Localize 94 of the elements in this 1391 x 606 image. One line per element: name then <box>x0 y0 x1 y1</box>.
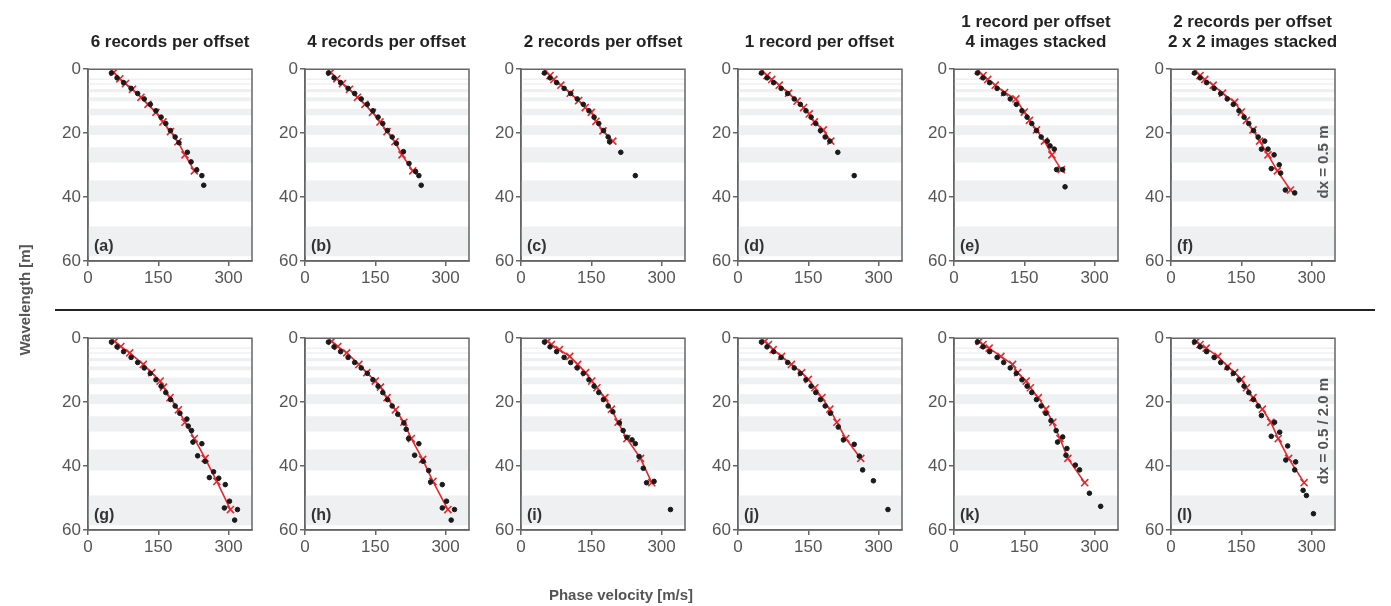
y-tick-label: 40 <box>711 455 731 475</box>
annotation: (i) <box>527 506 543 523</box>
y-tick-label: 0 <box>288 327 298 347</box>
y-tick-label: 40 <box>278 455 298 475</box>
y-tick-label: 0 <box>721 327 731 347</box>
y-tick-label: 60 <box>278 519 298 539</box>
y-tick-label: 0 <box>288 58 298 78</box>
y-tick-label: 20 <box>495 391 514 411</box>
chart-title: 1 record per offset <box>743 31 896 52</box>
y-tick-label: 60 <box>495 519 514 539</box>
y-tick-label: 60 <box>62 250 81 270</box>
annotation: (f) <box>1176 237 1193 254</box>
y-tick-label: 60 <box>495 250 514 270</box>
y-tick-label: 60 <box>62 519 81 539</box>
x-tick-label: 300 <box>430 267 460 287</box>
y-tick-label: 40 <box>928 455 947 475</box>
y-tick-label: 20 <box>928 391 947 411</box>
y-tick-label: 20 <box>62 122 81 142</box>
y-tick-label: 0 <box>1154 327 1164 347</box>
y-tick-label: 0 <box>937 327 947 347</box>
y-tick-label: 20 <box>1144 122 1164 142</box>
y-tick-label: 20 <box>1144 391 1164 411</box>
x-tick-label: 150 <box>793 267 822 287</box>
x-tick-label: 300 <box>1080 536 1109 556</box>
x-tick-label: 150 <box>144 267 173 287</box>
x-tick-label: 150 <box>793 536 822 556</box>
annotation: (d) <box>743 237 764 254</box>
chart-title: 2 records per offset 2 x 2 images stacked <box>1166 11 1339 52</box>
y-tick-label: 40 <box>1144 186 1164 206</box>
x-tick-label: 300 <box>214 267 243 287</box>
x-tick-label: 150 <box>1226 536 1255 556</box>
y-tick-label: 60 <box>1144 519 1164 539</box>
annotation: (e) <box>960 237 980 254</box>
y-tick-label: 20 <box>62 391 81 411</box>
annotation: (j) <box>743 506 759 523</box>
y-tick-label: 0 <box>721 58 731 78</box>
y-tick-label: 0 <box>504 327 514 347</box>
x-tick-label: 150 <box>577 536 606 556</box>
y-tick-label: 60 <box>711 519 731 539</box>
annotation: (c) <box>527 237 547 254</box>
y-tick-label: 60 <box>278 250 298 270</box>
annotation: (b) <box>310 237 331 254</box>
x-tick-label: 300 <box>863 267 893 287</box>
annotation: (k) <box>960 506 980 523</box>
x-tick-label: 150 <box>1010 536 1039 556</box>
x-tick-label: 150 <box>1010 267 1039 287</box>
y-tick-label: 0 <box>937 58 947 78</box>
annotation: (g) <box>94 506 115 523</box>
y-tick-label: 60 <box>1144 250 1164 270</box>
y-tick-label: 0 <box>504 58 514 78</box>
annotation: (l) <box>1176 506 1192 523</box>
y-tick-label: 40 <box>62 186 81 206</box>
x-tick-label: 300 <box>647 267 676 287</box>
y-tick-label: 60 <box>928 250 947 270</box>
x-tick-label: 150 <box>360 536 389 556</box>
y-tick-label: 0 <box>71 327 81 347</box>
annotation: (a) <box>94 237 114 254</box>
x-tick-label: 150 <box>1226 267 1255 287</box>
y-tick-label: 0 <box>1154 58 1164 78</box>
y-tick-label: 20 <box>278 122 298 142</box>
y-tick-label: 20 <box>928 122 947 142</box>
y-tick-label: 40 <box>495 186 514 206</box>
x-tick-label: 300 <box>1080 267 1109 287</box>
x-tick-label: 300 <box>863 536 893 556</box>
chart-title: 4 records per offset <box>306 31 467 52</box>
x-tick-label: 300 <box>214 536 243 556</box>
y-tick-label: 40 <box>495 455 514 475</box>
annotation: dx = 0.5 / 2.0 m <box>1313 377 1331 485</box>
y-tick-label: 60 <box>928 519 947 539</box>
x-tick-label: 300 <box>647 536 676 556</box>
y-tick-label: 40 <box>62 455 81 475</box>
y-tick-label: 40 <box>278 186 298 206</box>
y-tick-label: 60 <box>711 250 731 270</box>
annotation: (h) <box>310 506 331 523</box>
x-tick-label: 300 <box>1296 267 1326 287</box>
y-tick-label: 40 <box>928 186 947 206</box>
x-tick-label: 150 <box>360 267 389 287</box>
y-tick-label: 20 <box>711 391 731 411</box>
y-axis-title: Wavelength [m] <box>15 244 33 356</box>
annotation: dx = 0.5 m <box>1313 125 1331 199</box>
y-tick-label: 40 <box>711 186 731 206</box>
chart-title: 2 records per offset <box>522 31 684 52</box>
x-tick-label: 150 <box>144 536 173 556</box>
y-tick-label: 40 <box>1144 455 1164 475</box>
x-tick-label: 300 <box>430 536 460 556</box>
y-tick-label: 20 <box>711 122 731 142</box>
chart-title: 1 record per offset 4 images stacked <box>960 11 1112 52</box>
y-tick-label: 0 <box>71 58 81 78</box>
y-tick-label: 20 <box>495 122 514 142</box>
y-tick-label: 20 <box>278 391 298 411</box>
chart-title: 6 records per offset <box>89 31 251 52</box>
x-tick-label: 150 <box>577 267 606 287</box>
x-tick-label: 300 <box>1296 536 1326 556</box>
x-axis-title: Phase velocity [m/s] <box>548 585 694 603</box>
